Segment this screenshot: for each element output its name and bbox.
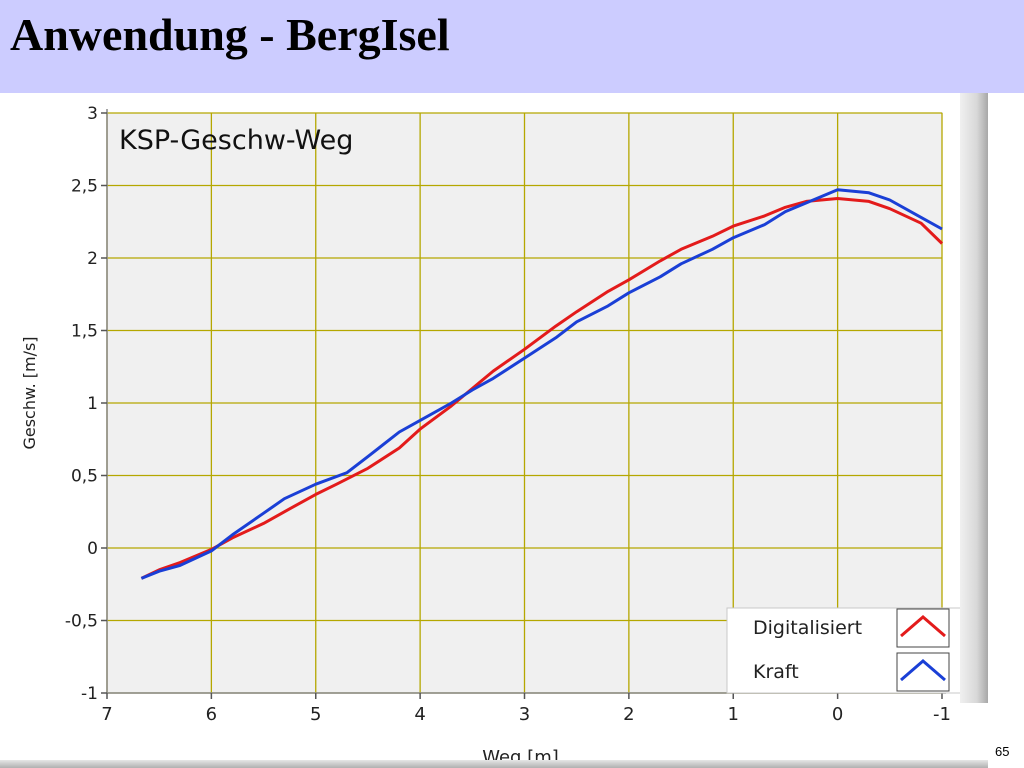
series-line-digitalisiert bbox=[140, 197, 944, 580]
y-tick-label: 0,5 bbox=[71, 467, 98, 487]
y-tick-label: -0,5 bbox=[65, 612, 98, 632]
x-tick-label: 2 bbox=[623, 704, 634, 725]
title-bar: Anwendung - BergIsel bbox=[0, 0, 1024, 93]
x-tick-label: 6 bbox=[206, 704, 217, 725]
y-tick-label: 0 bbox=[87, 539, 98, 559]
slide-number: 65 bbox=[995, 744, 1010, 759]
x-tick-label: 7 bbox=[101, 704, 112, 725]
y-tick-label: 2 bbox=[87, 249, 98, 269]
y-tick-label: 1 bbox=[87, 394, 98, 414]
legend-swatch-frame bbox=[896, 652, 950, 692]
legend-swatch-kraft bbox=[900, 659, 946, 682]
y-tick-label: 2,5 bbox=[71, 177, 98, 197]
y-tick-label: -1 bbox=[81, 684, 98, 704]
legend-swatch-frame bbox=[896, 608, 950, 648]
series-line-kraft bbox=[140, 188, 943, 580]
panel-shade-right bbox=[960, 93, 988, 703]
x-tick-label: 3 bbox=[519, 704, 530, 725]
panel-shade-bottom bbox=[0, 760, 988, 768]
x-tick-label: 1 bbox=[728, 704, 739, 725]
legend-label: Kraft bbox=[753, 661, 799, 683]
x-tick-label: 0 bbox=[832, 704, 843, 725]
slide-title: Anwendung - BergIsel bbox=[10, 9, 450, 60]
y-tick-label: 3 bbox=[87, 104, 98, 124]
x-tick-label: 4 bbox=[414, 704, 425, 725]
y-tick-label: 1,5 bbox=[71, 322, 98, 342]
legend-swatch-digitalisiert bbox=[900, 615, 946, 638]
y-axis-title: Geschw. [m/s] bbox=[20, 336, 39, 449]
legend-label: Digitalisiert bbox=[753, 617, 862, 639]
x-tick-label: 5 bbox=[310, 704, 321, 725]
x-tick-label: -1 bbox=[933, 704, 951, 725]
chart-title: KSP-Geschw-Weg bbox=[119, 125, 353, 156]
